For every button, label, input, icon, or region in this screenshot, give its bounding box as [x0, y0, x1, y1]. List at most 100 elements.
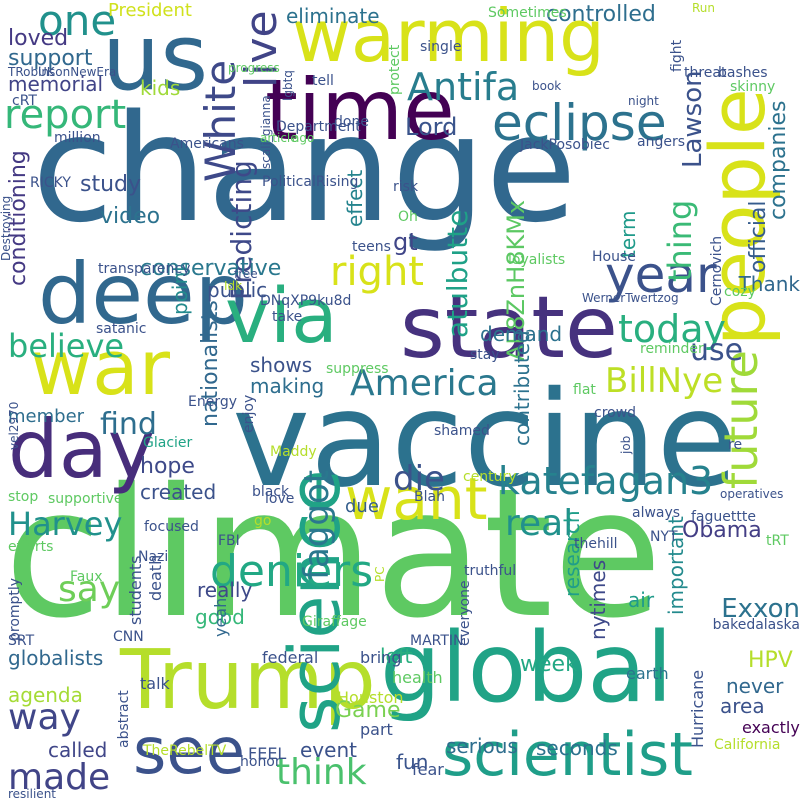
cloud-word-feel: FEEL — [248, 744, 287, 763]
cloud-word-die: die — [393, 459, 445, 499]
cloud-word-made: made — [8, 757, 111, 798]
cloud-word-change: change — [32, 83, 577, 255]
cloud-word-honor: honor — [240, 754, 281, 770]
cloud-word-house: House — [592, 249, 636, 265]
cloud-word-run: Run — [692, 1, 716, 15]
cloud-word-event: event — [300, 738, 357, 762]
cloud-word-cernovich: Cernovich — [709, 235, 725, 306]
cloud-word-seconds: seconds — [536, 736, 618, 760]
cloud-word-live: live — [236, 10, 287, 88]
cloud-word-progress: progress — [228, 61, 280, 75]
cloud-word-today: today — [618, 307, 727, 351]
cloud-word-lawson: Lawson — [678, 70, 708, 168]
cloud-word-part: part — [360, 720, 393, 739]
cloud-word-giraffage: Giraffage — [302, 614, 367, 630]
cloud-word-flat: flat — [573, 382, 596, 398]
cloud-word-done: done — [334, 114, 369, 130]
cloud-word-risk: risk — [393, 179, 419, 195]
cloud-word-demand: demand — [480, 322, 563, 346]
cloud-word-free: free — [234, 267, 258, 281]
cloud-word-cozy: cozy — [724, 284, 756, 300]
cloud-word-earth: earth — [626, 664, 669, 683]
cloud-word-vaccine: vaccine — [232, 363, 738, 517]
cloud-word-believe: believe — [8, 327, 125, 365]
cloud-word-cnn: CNN — [113, 629, 144, 645]
cloud-word-time: time — [265, 61, 455, 159]
cloud-word-students: students — [126, 555, 145, 626]
cloud-word-climate: climate — [4, 450, 663, 657]
cloud-word-night: night — [628, 94, 659, 108]
cloud-word-supportive: supportive — [48, 491, 123, 507]
cloud-word-america: America — [350, 363, 499, 404]
cloud-word-pc: PC — [373, 566, 387, 582]
cloud-word-california: California — [714, 737, 781, 753]
cloud-word-year: year — [605, 246, 717, 304]
cloud-word-kids: kids — [140, 76, 181, 100]
cloud-word-ago: ago — [292, 131, 315, 145]
cloud-word-video: video — [100, 204, 161, 229]
cloud-word-nyt: NYT — [650, 529, 678, 545]
cloud-word-go: go — [254, 513, 272, 529]
cloud-word-oh: Oh — [398, 209, 418, 225]
cloud-word-katefagan3: katefagan3 — [498, 459, 714, 503]
cloud-word-air: air — [628, 588, 655, 612]
cloud-word-ricky: RICKY — [30, 175, 71, 191]
cloud-word-agenda: agenda — [8, 683, 83, 707]
cloud-word-fear: fear — [412, 760, 444, 779]
cloud-word-way: way — [8, 697, 81, 738]
cloud-word-houston: Houston — [337, 688, 404, 707]
cloud-word-bashes: bashes — [718, 65, 768, 81]
cloud-word-department: Department — [276, 119, 361, 135]
cloud-word-blah: Blah — [414, 489, 445, 505]
cloud-word-antifa: Antifa — [407, 65, 520, 109]
cloud-word-trt: tRT — [766, 533, 789, 549]
cloud-word-bring: bring — [360, 648, 402, 667]
cloud-word-martin: MARTIN — [410, 633, 464, 649]
cloud-word-exxon: Exxon — [721, 594, 800, 624]
cloud-word-threat: threat — [684, 65, 727, 81]
cloud-word-idk: Idk — [224, 279, 243, 293]
cloud-word-globalists: globalists — [8, 646, 104, 670]
cloud-word-trobinsonnewera: TRobinsonNewEra — [8, 65, 117, 79]
cloud-word-deep: deep — [38, 245, 248, 343]
cloud-word-member: member — [8, 406, 85, 427]
cloud-word-skinny: skinny — [730, 79, 776, 95]
cloud-word-public: public — [207, 278, 268, 302]
cloud-word-find: find — [100, 407, 157, 442]
cloud-word-us: us — [102, 4, 209, 111]
cloud-word-stay: stay — [470, 347, 500, 363]
cloud-word-faguettte: faguettte — [691, 509, 756, 525]
cloud-word-area: area — [720, 694, 765, 718]
cloud-word-stop: stop — [8, 489, 39, 505]
cloud-word-suppress: suppress — [326, 361, 389, 377]
cloud-word-glacier: Glacier — [143, 435, 193, 451]
cloud-word-game: Game — [335, 698, 401, 723]
cloud-word-destroying: Destroying — [0, 195, 13, 261]
cloud-word-day: day — [8, 403, 156, 496]
cloud-word-re: re — [728, 437, 743, 453]
cloud-word-transparency: transparency — [98, 261, 191, 277]
cloud-word-lgbtq: lgbtq — [281, 70, 295, 101]
cloud-word-right: right — [330, 249, 424, 295]
cloud-word-maddy: Maddy — [270, 444, 317, 460]
cloud-word-abstract: abstract — [116, 690, 132, 748]
cloud-word-bakedalaska: bakedalaska — [712, 617, 800, 633]
cloud-word-president: President — [108, 0, 192, 21]
cloud-word-job: job — [619, 435, 633, 454]
cloud-word-protect: protect — [387, 44, 403, 95]
cloud-word-therebeltv: TheRebelTV — [143, 743, 227, 759]
cloud-word-think: think — [276, 752, 367, 793]
cloud-word-global: global — [380, 612, 673, 724]
cloud-word-trump: Trump — [120, 633, 376, 728]
cloud-word-state: state — [400, 278, 618, 378]
cloud-word-loyalists: loyalists — [508, 252, 566, 268]
cloud-word-crowd: crowd — [594, 405, 637, 421]
cloud-word-really: really — [197, 578, 253, 602]
cloud-word-one: one — [38, 0, 117, 45]
cloud-word-angers: angers — [637, 134, 686, 150]
cloud-word-vel2970: vel2970 — [7, 401, 21, 450]
cloud-word-wernertwertzog: WernerTwertzog — [582, 291, 679, 305]
cloud-word-federal: federal — [262, 648, 319, 667]
cloud-word-politicalrising: PoliticalRising — [262, 174, 359, 190]
cloud-word-hurricane: Hurricane — [688, 669, 707, 748]
